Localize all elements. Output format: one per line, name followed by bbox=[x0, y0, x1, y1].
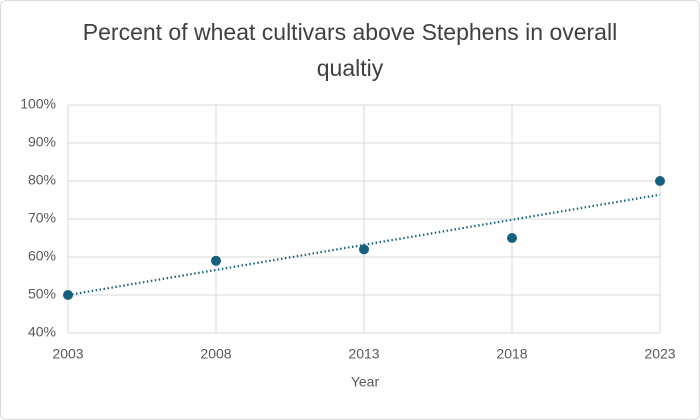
x-tick-label: 2023 bbox=[644, 346, 675, 362]
x-tick-label: 2003 bbox=[52, 346, 83, 362]
data-point bbox=[507, 233, 517, 243]
data-point bbox=[655, 176, 665, 186]
data-point bbox=[211, 255, 221, 266]
data-point bbox=[63, 290, 73, 300]
data-point bbox=[359, 244, 369, 255]
x-tick-label: 2018 bbox=[496, 346, 527, 362]
y-tick-label: 70% bbox=[28, 210, 56, 226]
chart-title: Percent of wheat cultivars above Stephen… bbox=[82, 19, 618, 81]
x-tick-label: 2008 bbox=[200, 346, 231, 362]
y-tick-label: 80% bbox=[28, 172, 56, 188]
x-axis-label: Year bbox=[351, 374, 380, 390]
y-tick-label: 90% bbox=[28, 134, 56, 150]
y-tick-label: 100% bbox=[20, 96, 56, 112]
y-tick-label: 60% bbox=[28, 248, 56, 264]
y-tick-label: 40% bbox=[28, 324, 56, 340]
x-tick-label: 2013 bbox=[348, 346, 379, 362]
y-tick-label: 50% bbox=[28, 286, 56, 302]
